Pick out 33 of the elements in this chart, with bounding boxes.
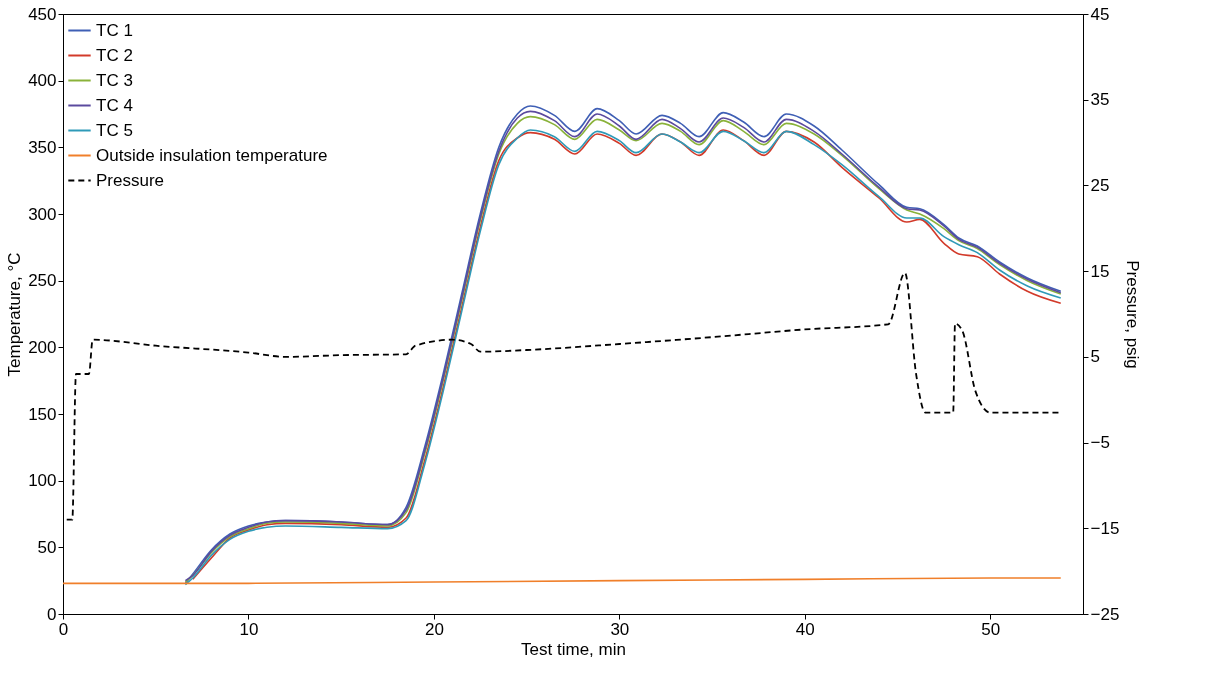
y2-tick-label: −5 xyxy=(1090,433,1110,453)
y-tick-label: 300 xyxy=(28,204,57,224)
y2-tick-label: 25 xyxy=(1090,175,1110,195)
legend-label: TC 1 xyxy=(96,20,133,40)
y-tick-label: 450 xyxy=(28,4,57,24)
legend-label: Outside insulation temperature xyxy=(96,145,328,165)
x-axis-title: Test time, min xyxy=(521,639,626,659)
legend-label: TC 5 xyxy=(96,120,133,140)
y2-tick-label: 15 xyxy=(1090,261,1110,281)
y-tick-label: 50 xyxy=(37,537,57,557)
x-tick-label: 50 xyxy=(981,619,1001,639)
x-tick-label: 10 xyxy=(239,619,259,639)
legend-label: Pressure xyxy=(96,170,165,190)
y-tick-label: 150 xyxy=(28,404,57,424)
legend-label: TC 3 xyxy=(96,70,133,90)
y-tick-label: 100 xyxy=(28,471,57,491)
x-tick-label: 20 xyxy=(424,619,444,639)
legend-label: TC 4 xyxy=(96,95,133,115)
y2-tick-label: 5 xyxy=(1090,347,1100,367)
legend-label: TC 2 xyxy=(96,45,133,65)
y-axis-title: Temperature, °C xyxy=(5,252,25,377)
y2-tick-label: −15 xyxy=(1090,518,1120,538)
y2-tick-label: 35 xyxy=(1090,90,1110,110)
y-tick-label: 200 xyxy=(28,337,57,357)
y-tick-label: 350 xyxy=(28,137,57,157)
y-tick-label: 400 xyxy=(28,71,57,91)
y-tick-label: 250 xyxy=(28,271,57,291)
y-tick-label: 0 xyxy=(47,604,57,624)
y2-tick-label: −25 xyxy=(1090,604,1120,624)
y2-tick-label: 45 xyxy=(1090,4,1110,24)
x-tick-label: 30 xyxy=(610,619,630,639)
y2-axis-title: Pressure, psig xyxy=(1123,260,1143,369)
x-tick-label: 40 xyxy=(795,619,815,639)
